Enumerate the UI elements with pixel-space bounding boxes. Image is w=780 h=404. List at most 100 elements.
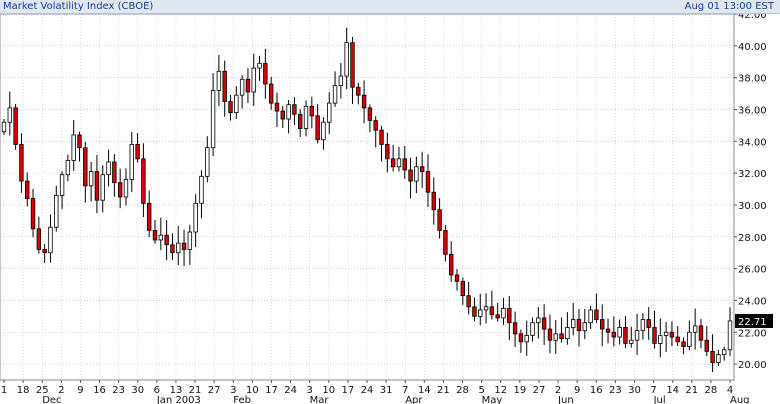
x-day-label: 21 [437,385,450,396]
candle [396,146,402,172]
y-tick-label: 38.00 [738,74,767,85]
candle-body [158,234,164,241]
candle [594,293,599,323]
candle-body [658,335,663,344]
candle [576,309,582,347]
candle-body [234,94,239,114]
candle-body [222,70,227,102]
x-day-label: 2 [555,385,561,396]
candle [303,100,309,137]
candle [658,318,663,358]
candle-body [65,159,71,176]
candle-body [94,171,100,201]
candle-body [100,174,105,201]
candle [605,318,611,344]
candle-body [356,86,361,96]
candle-body [257,62,262,69]
y-tick-label: 30.00 [738,201,767,212]
candle [36,216,42,254]
x-day-label: 21 [189,385,202,396]
candle [501,297,506,326]
x-day-label: 30 [628,385,641,396]
x-day-label: 6 [154,385,160,396]
x-day-label: 14 [418,385,431,396]
candle-body [228,101,233,114]
candle [507,296,512,341]
candle-body [640,319,646,332]
candle-body [123,179,129,198]
x-month-label: May [482,395,503,404]
candle-body [396,158,402,168]
candle-body [251,67,256,93]
candle-body [605,328,611,333]
x-day-label: 17 [342,385,355,396]
candle-body [402,158,407,171]
candle [222,60,227,117]
candle [588,305,593,329]
x-day-label: 3 [230,385,236,396]
candle-body [385,144,390,160]
candle [65,154,71,182]
y-tick-label: 28.00 [738,233,767,244]
header-bar: Market Volatility Index (CBOE) Aug 01 13… [0,0,780,14]
candle-body [582,322,588,332]
last-value-label: 22.71 [738,317,767,328]
x-day-label: 9 [77,385,83,396]
x-day-label: 30 [131,385,144,396]
candle-body [524,335,529,343]
candle [123,168,129,206]
candle [565,312,570,345]
candle-body [210,89,216,149]
x-day-label: 10 [322,385,335,396]
candle-body [472,306,477,317]
candle-body [449,253,454,276]
candle-body [431,191,436,211]
candle [234,86,239,120]
candle-body [350,42,355,88]
candle [100,165,105,213]
candle [187,224,193,265]
candle [19,133,24,193]
candles [1,27,733,373]
x-day-label: 25 [36,385,49,396]
x-day-label: 23 [609,385,622,396]
x-month-label: Dec [42,395,61,404]
candle-body [88,171,94,187]
x-day-label: 24 [284,385,297,396]
timestamp: Aug 01 13:00 EST [684,1,774,12]
candle-body [588,309,593,324]
candle-body [286,104,291,120]
candle [164,220,169,261]
candle-body [141,158,146,204]
last-value-badge: 22.71 [735,313,773,328]
candle-body [332,85,338,104]
candle-body [675,336,680,343]
candle [59,171,65,209]
candle-body [541,317,547,330]
x-day-label: 19 [513,385,526,396]
candle [646,307,651,340]
candle [721,346,727,361]
x-month-label: Jul [653,395,666,404]
x-day-label: 7 [402,385,408,396]
candle [466,281,471,315]
candle-body [187,231,193,250]
candle [547,314,553,354]
candle [443,225,448,262]
candle-body [164,234,169,246]
candle [239,75,245,109]
candle-body [483,306,489,311]
candle-body [536,317,541,324]
candle [1,119,7,135]
candle-body [698,325,704,341]
candle-body [361,94,367,109]
candle-body [570,319,576,328]
candle [298,109,303,137]
x-day-label: 14 [666,385,679,396]
candle [379,125,384,162]
candle [94,155,100,214]
candle [176,225,181,266]
candle-body [460,280,466,297]
candle [582,308,588,340]
candle-body [512,322,518,335]
